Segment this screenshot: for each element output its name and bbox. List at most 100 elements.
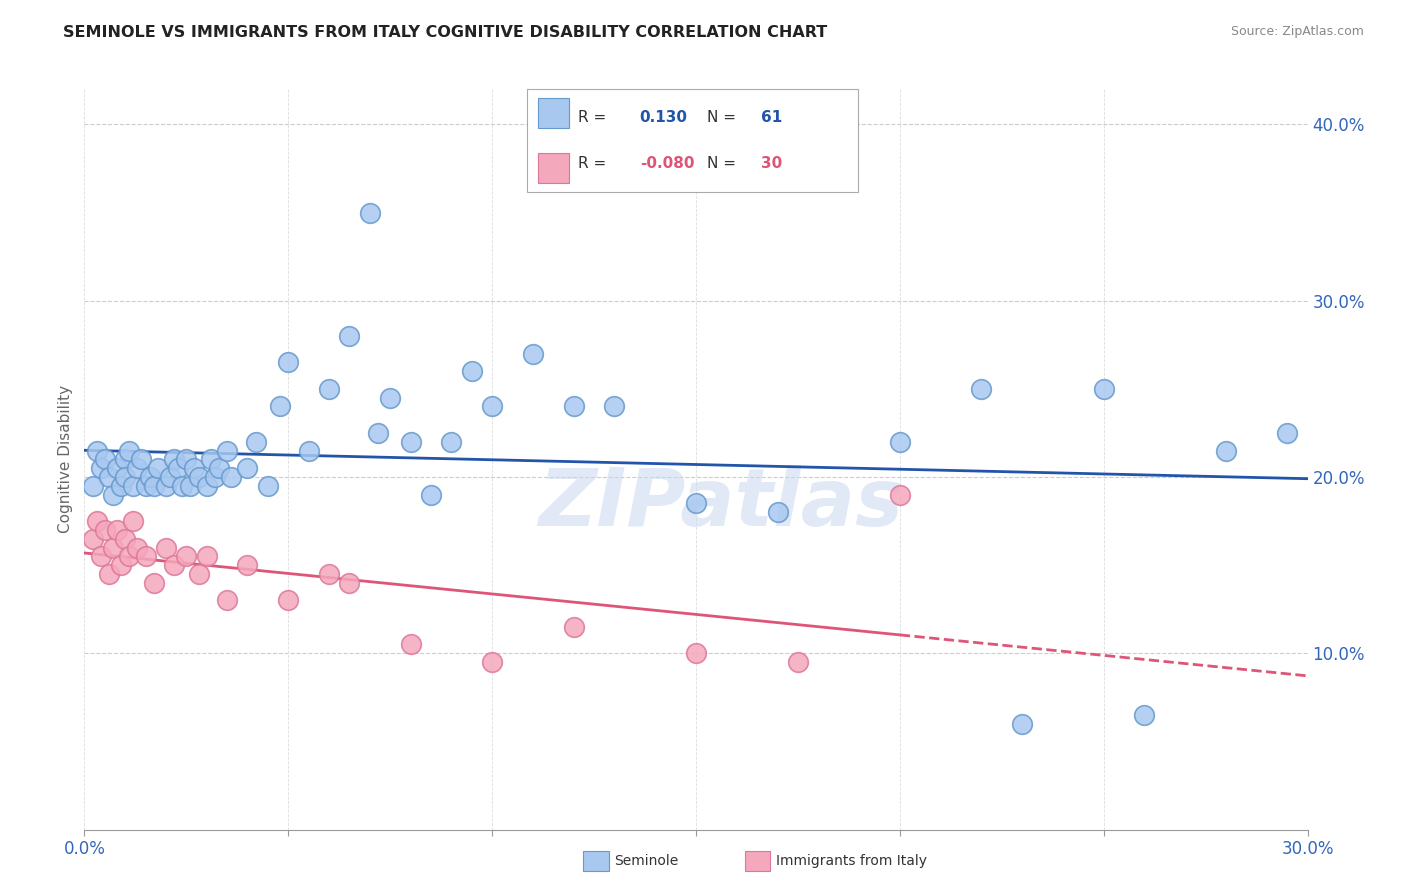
- Point: [155, 541, 177, 555]
- Point: [1277, 425, 1299, 440]
- Point: [195, 549, 218, 564]
- Point: [380, 391, 402, 405]
- Point: [481, 655, 503, 669]
- Point: [101, 541, 124, 555]
- Point: [183, 461, 205, 475]
- Point: [93, 523, 115, 537]
- Point: [118, 549, 141, 564]
- Text: -0.080: -0.080: [640, 155, 695, 170]
- Point: [114, 532, 136, 546]
- Text: SEMINOLE VS IMMIGRANTS FROM ITALY COGNITIVE DISABILITY CORRELATION CHART: SEMINOLE VS IMMIGRANTS FROM ITALY COGNIT…: [63, 25, 828, 40]
- Point: [127, 541, 149, 555]
- Point: [481, 400, 503, 414]
- Point: [208, 461, 231, 475]
- Point: [440, 434, 463, 449]
- Point: [318, 382, 340, 396]
- Point: [200, 452, 222, 467]
- Point: [236, 558, 259, 573]
- Point: [163, 558, 186, 573]
- Point: [562, 620, 585, 634]
- Text: N =: N =: [707, 155, 741, 170]
- Text: 0.130: 0.130: [640, 111, 688, 126]
- Point: [298, 443, 321, 458]
- Point: [257, 479, 280, 493]
- Point: [86, 443, 108, 458]
- Point: [163, 452, 186, 467]
- Point: [135, 549, 157, 564]
- Point: [122, 514, 145, 528]
- Point: [1215, 443, 1237, 458]
- Point: [787, 655, 810, 669]
- Point: [114, 452, 136, 467]
- Point: [142, 575, 165, 590]
- Text: Immigrants from Italy: Immigrants from Italy: [776, 854, 927, 868]
- Point: [82, 479, 104, 493]
- Point: [127, 461, 149, 475]
- Point: [110, 558, 132, 573]
- Point: [187, 566, 209, 581]
- Point: [187, 470, 209, 484]
- Point: [82, 532, 104, 546]
- Point: [766, 505, 789, 519]
- Point: [122, 479, 145, 493]
- Point: [269, 400, 291, 414]
- Point: [97, 566, 120, 581]
- Point: [159, 470, 181, 484]
- Point: [339, 575, 361, 590]
- Point: [562, 400, 585, 414]
- Point: [93, 452, 115, 467]
- Text: R =: R =: [578, 111, 612, 126]
- Point: [461, 364, 484, 378]
- Point: [195, 479, 218, 493]
- Point: [685, 646, 707, 660]
- Point: [245, 434, 267, 449]
- Point: [179, 479, 201, 493]
- Point: [399, 434, 422, 449]
- Text: ZIPatlas: ZIPatlas: [538, 465, 903, 543]
- Point: [1133, 708, 1156, 723]
- Point: [110, 479, 132, 493]
- Point: [138, 470, 160, 484]
- Point: [339, 329, 361, 343]
- Point: [970, 382, 993, 396]
- Point: [685, 496, 707, 510]
- Point: [142, 479, 165, 493]
- Point: [90, 549, 112, 564]
- Point: [522, 346, 544, 360]
- Point: [114, 470, 136, 484]
- Point: [889, 488, 911, 502]
- Point: [172, 479, 194, 493]
- Point: [174, 452, 197, 467]
- Point: [277, 355, 299, 369]
- Text: N =: N =: [707, 111, 741, 126]
- Point: [174, 549, 197, 564]
- Point: [1011, 716, 1033, 731]
- Point: [135, 479, 157, 493]
- Point: [420, 488, 443, 502]
- Point: [318, 566, 340, 581]
- Text: R =: R =: [578, 155, 612, 170]
- Point: [219, 470, 242, 484]
- Point: [204, 470, 226, 484]
- Point: [97, 470, 120, 484]
- Point: [367, 425, 389, 440]
- Point: [217, 443, 239, 458]
- Y-axis label: Cognitive Disability: Cognitive Disability: [58, 385, 73, 533]
- Point: [155, 479, 177, 493]
- Point: [105, 523, 128, 537]
- Point: [399, 637, 422, 651]
- Point: [86, 514, 108, 528]
- Text: Seminole: Seminole: [614, 854, 679, 868]
- Point: [236, 461, 259, 475]
- Point: [359, 205, 381, 219]
- Point: [1092, 382, 1115, 396]
- Point: [105, 461, 128, 475]
- Text: 30: 30: [761, 155, 782, 170]
- Point: [167, 461, 190, 475]
- Text: 61: 61: [761, 111, 782, 126]
- Point: [101, 488, 124, 502]
- Point: [277, 593, 299, 607]
- Point: [90, 461, 112, 475]
- Point: [146, 461, 169, 475]
- Point: [118, 443, 141, 458]
